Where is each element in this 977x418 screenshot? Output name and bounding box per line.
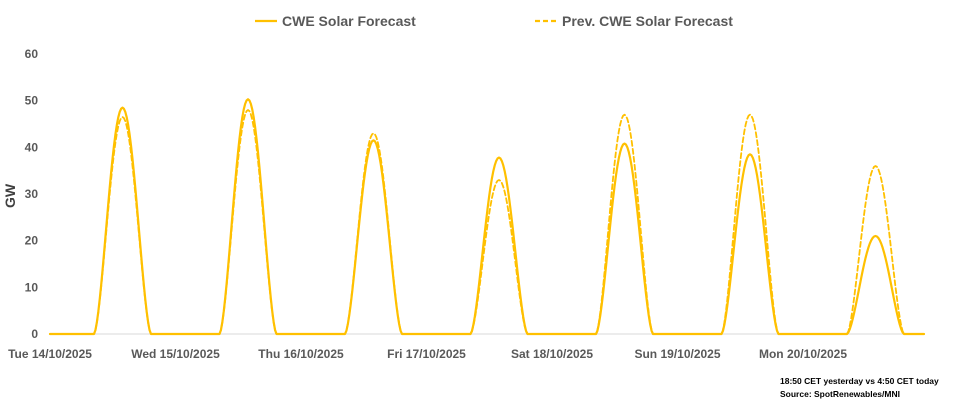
x-tick-label: Tue 14/10/2025: [8, 347, 92, 361]
x-tick-label: Sun 19/10/2025: [634, 347, 720, 361]
forecast-line: [48, 98, 926, 336]
x-tick-label: Sat 18/10/2025: [511, 347, 593, 361]
x-tick-label: Thu 16/10/2025: [258, 347, 344, 361]
legend: CWE Solar Forecast Prev. CWE Solar Foreca…: [255, 13, 733, 29]
series-lines: [48, 98, 926, 336]
legend-label: CWE Solar Forecast: [282, 13, 416, 29]
y-axis-ticks: 0 10 20 30 40 50 60: [25, 47, 39, 341]
y-tick-label: 50: [25, 94, 39, 108]
x-tick-label: Fri 17/10/2025: [387, 347, 466, 361]
y-tick-label: 40: [25, 140, 39, 154]
y-tick-label: 0: [31, 327, 38, 341]
x-tick-label: Wed 15/10/2025: [131, 347, 220, 361]
comparison-note: 18:50 CET yesterday vs 4:50 CET today: [780, 376, 939, 386]
x-tick-label: Mon 20/10/2025: [759, 347, 847, 361]
y-tick-label: 20: [25, 234, 39, 248]
legend-label: Prev. CWE Solar Forecast: [562, 13, 733, 29]
y-tick-label: 10: [25, 280, 39, 294]
y-tick-label: 60: [25, 47, 39, 61]
source-note: Source: SpotRenewables/MNI: [780, 389, 900, 399]
y-axis-label: GW: [2, 183, 18, 208]
prev-forecast-line: [49, 109, 925, 335]
x-axis-ticks: Tue 14/10/2025 Wed 15/10/2025 Thu 16/10/20…: [8, 347, 847, 361]
y-tick-label: 30: [25, 187, 39, 201]
